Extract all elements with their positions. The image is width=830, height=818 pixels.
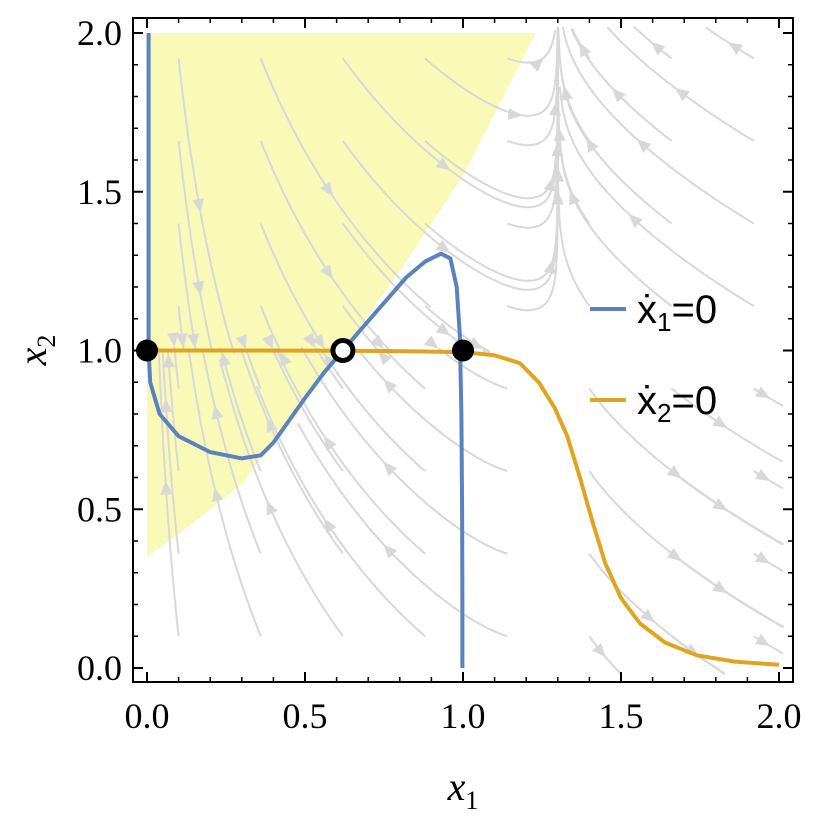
streamline-arrow-55 [650, 41, 666, 56]
x-tick-label-3: 1.5 [599, 696, 644, 736]
streamline-arrow-18 [261, 334, 273, 350]
streamline-arrow-9 [211, 404, 224, 420]
streamline-arrow-60 [628, 213, 643, 228]
streamline-arrow-50 [712, 498, 728, 511]
streamline-arrow-19 [302, 332, 316, 348]
legend-entry-x2-nullcline: ẋ2=0 [590, 379, 717, 428]
y-tick-label-3: 1.5 [77, 172, 122, 212]
streamlines [157, 25, 784, 675]
streamline-34 [357, 349, 508, 473]
streamline-42 [588, 470, 784, 628]
streamline-arrow-51 [712, 415, 728, 429]
streamline-arrow-39 [529, 57, 544, 72]
streamline-arrow-14 [320, 264, 333, 279]
streamline-arrow-5 [187, 333, 200, 349]
streamline-arrow-63 [728, 42, 744, 55]
streamline-arrow-29 [543, 259, 556, 275]
streamline-arrow-20 [378, 350, 392, 366]
streamline-arrow-38 [549, 101, 562, 116]
basin-region [147, 33, 536, 557]
streamline-arrow-2 [163, 353, 175, 368]
streamline-arrow-53 [585, 137, 599, 153]
streamline-60 [558, 86, 755, 307]
streamline-arrow-40 [591, 642, 606, 658]
streamline-arrow-24 [323, 518, 337, 534]
x-tick-label-4: 2.0 [757, 696, 802, 736]
streamline-arrow-23 [435, 157, 451, 171]
streamline-arrow-56 [754, 633, 770, 646]
streamline-arrow-0 [160, 480, 173, 495]
streamline-arrow-25 [323, 435, 337, 451]
streamline-arrow-16 [266, 500, 278, 516]
streamline-arrow-6 [192, 280, 204, 296]
streamline-arrow-62 [675, 87, 690, 102]
streamline-33 [300, 347, 508, 555]
streamline-arrow-15 [320, 181, 333, 197]
streamline-arrow-41 [640, 608, 655, 623]
streamline-arrow-61 [636, 139, 652, 153]
streamline-arrow-59 [754, 386, 770, 399]
x-tick-label-2: 1.0 [441, 696, 486, 736]
streamline-arrow-10 [219, 351, 232, 367]
nullclines [146, 33, 780, 668]
axis-ticks: 0.0 0.5 1.0 1.5 2.0 0.0 0.5 1.0 1.5 2.0 [77, 13, 802, 736]
streamline-arrow-31 [507, 108, 523, 121]
streamline-arrow-34 [383, 379, 398, 394]
unstable-equilibrium-1 [330, 338, 356, 363]
y-tick-label-0: 0.0 [77, 648, 122, 688]
streamline-arrow-21 [435, 322, 451, 336]
x2-nullcline [147, 348, 780, 667]
y-axis-label: x2 [10, 335, 61, 367]
y-tick-label-1: 0.5 [77, 489, 122, 529]
streamline-arrow-54 [612, 88, 626, 103]
x-tick-label-1: 0.5 [283, 696, 328, 736]
streamline-arrow-58 [754, 468, 770, 481]
streamline-arrow-35 [423, 335, 439, 349]
x1-nullcline-branch-0 [146, 33, 465, 668]
legend-entry-x1-nullcline: ẋ1=0 [590, 288, 717, 337]
streamline-arrow-32 [383, 544, 398, 559]
x-tick-label-0: 0.0 [125, 696, 170, 736]
streamline-arrow-8 [211, 487, 224, 503]
stable-equilibrium-0 [136, 339, 158, 362]
legend-label-x2: ẋ2=0 [637, 379, 717, 428]
streamline-arrow-57 [754, 551, 770, 564]
legend: ẋ1=0 ẋ2=0 [590, 288, 717, 428]
streamline-arrow-11 [235, 334, 247, 350]
streamline-arrow-4 [175, 333, 188, 348]
streamline-arrow-26 [323, 353, 337, 369]
x-axis-label: x1 [447, 764, 479, 815]
streamline-arrow-3 [167, 332, 179, 347]
streamline-arrow-44 [552, 167, 565, 182]
basin-area [147, 33, 536, 557]
equilibrium-points [136, 338, 474, 363]
y-tick-label-4: 2.0 [77, 13, 122, 53]
streamline-arrow-7 [192, 198, 204, 213]
streamline-arrow-52 [569, 190, 581, 206]
y-tick-label-2: 1.0 [77, 331, 122, 371]
stable-equilibrium-2 [452, 339, 474, 362]
streamline-arrow-1 [160, 398, 173, 413]
streamline-arrow-49 [712, 580, 728, 594]
streamline-arrow-13 [311, 333, 325, 349]
streamline-arrow-22 [435, 239, 451, 253]
streamline-40 [588, 635, 622, 675]
streamline-arrow-27 [370, 334, 384, 350]
streamline-28 [424, 305, 491, 354]
streamline-61 [561, 26, 755, 225]
streamline-arrow-33 [383, 461, 398, 477]
streamline-arrow-47 [579, 42, 592, 58]
legend-label-x1: ẋ1=0 [637, 288, 717, 337]
